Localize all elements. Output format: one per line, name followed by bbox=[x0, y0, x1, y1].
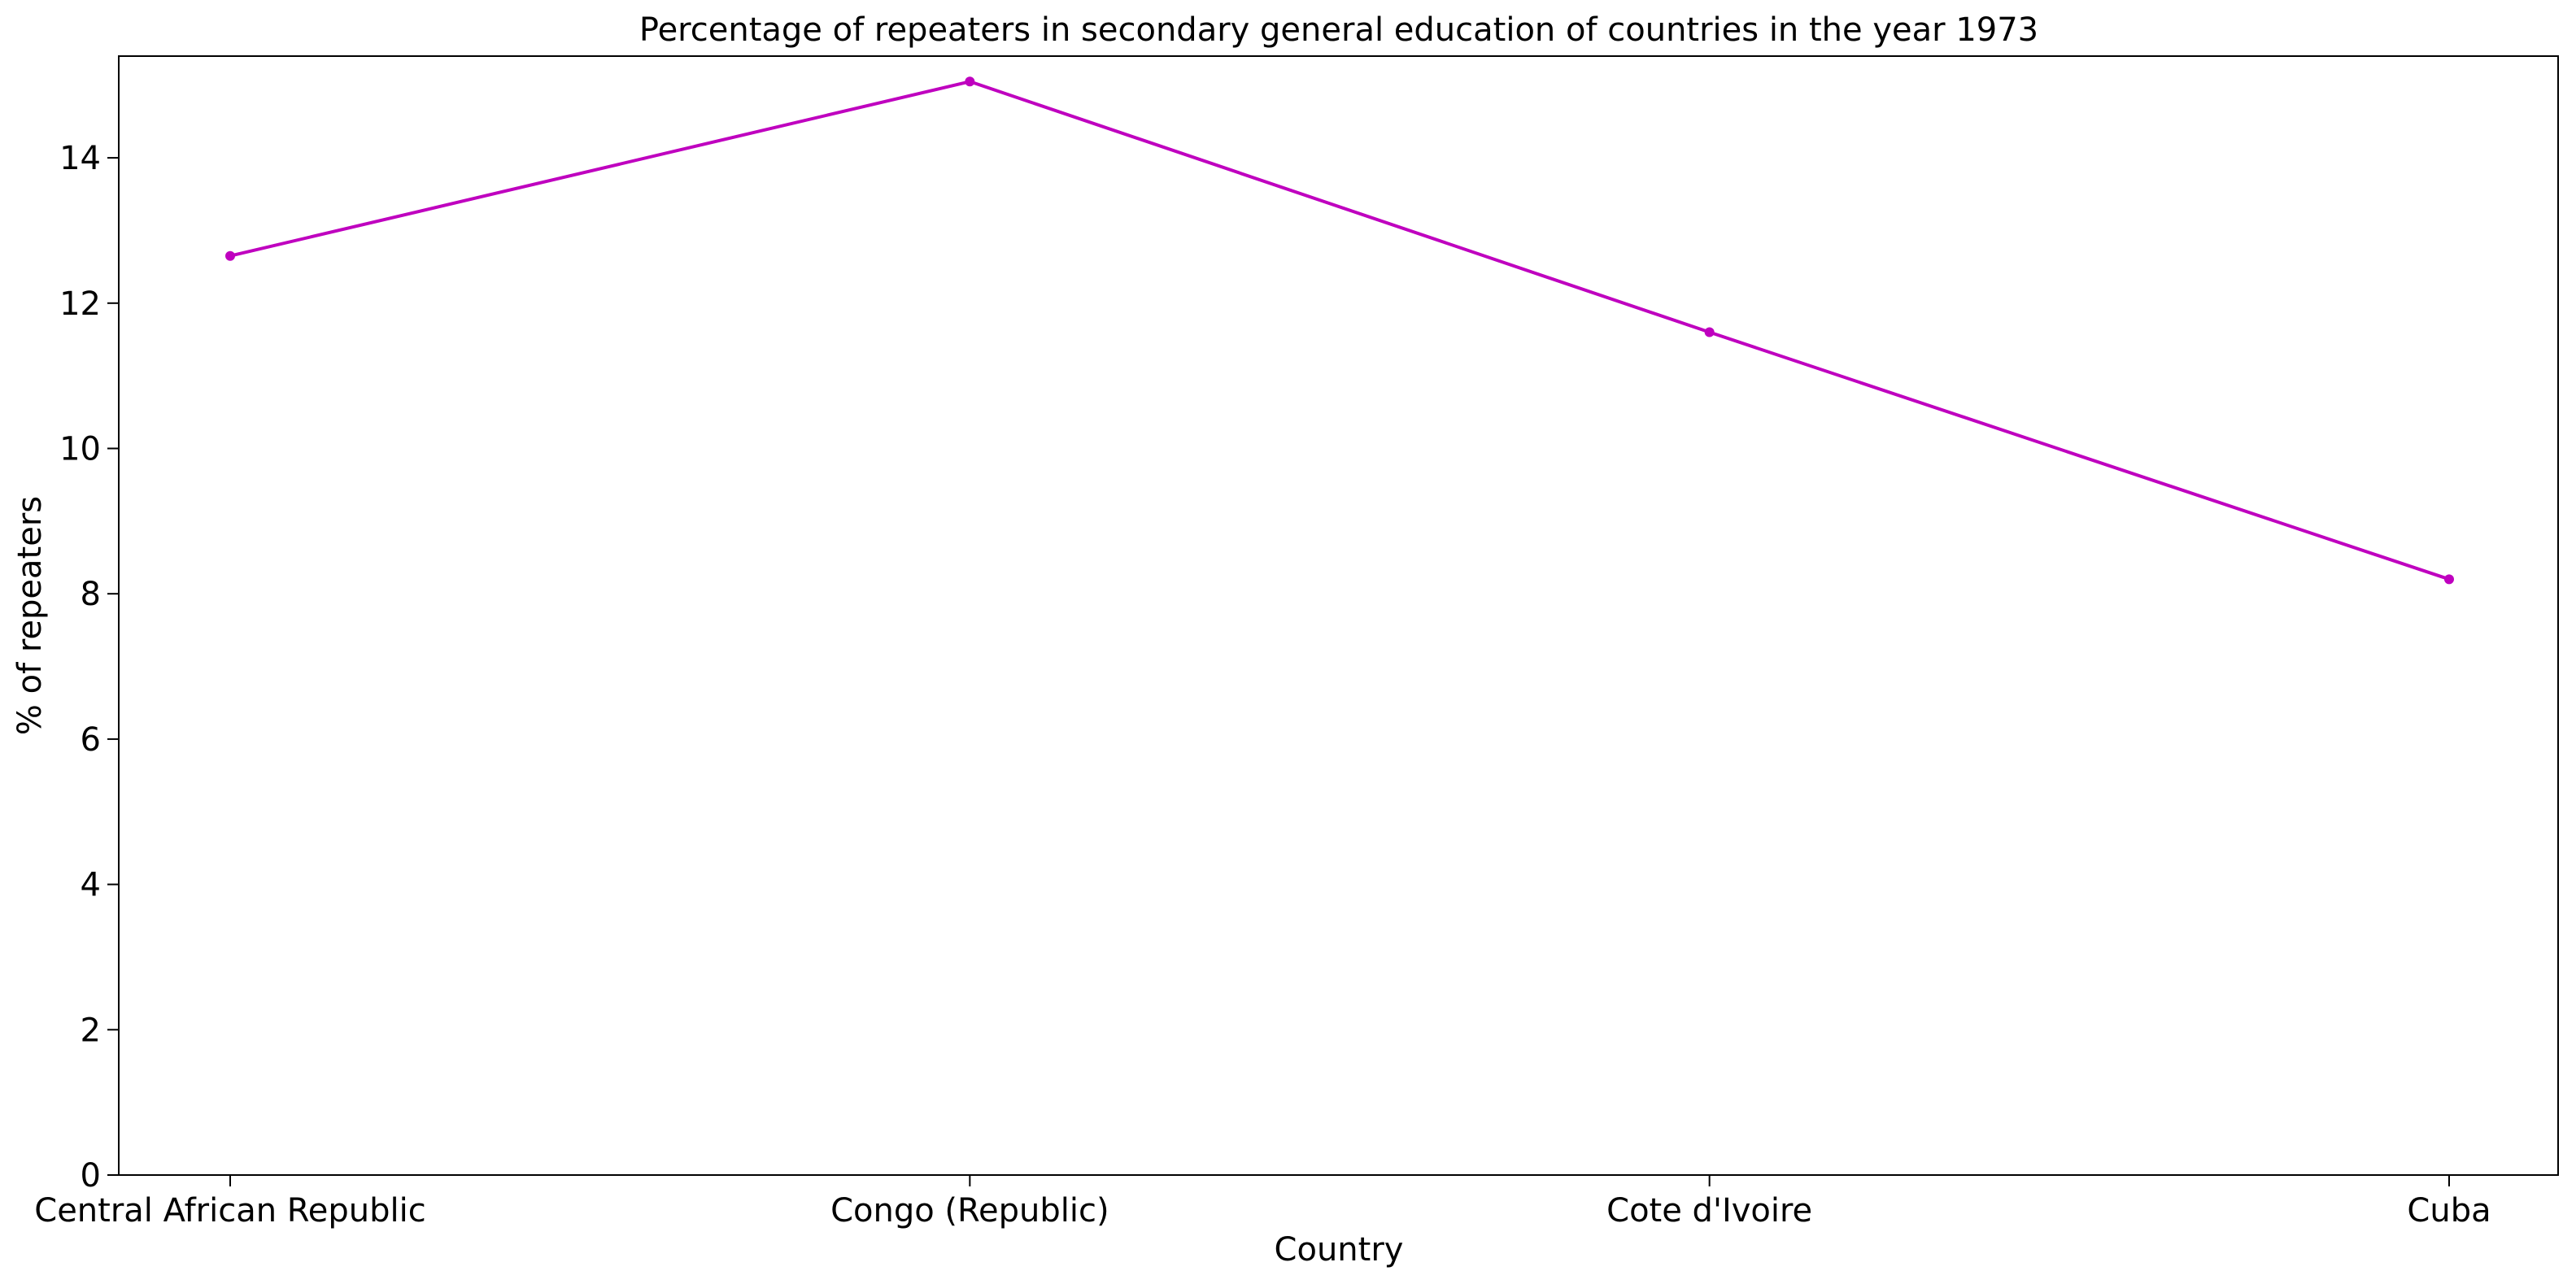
plot-frame bbox=[118, 55, 2559, 1176]
x-axis-ticks: Central African Republic Congo (Republic)… bbox=[34, 1175, 2491, 1230]
y-tick-label: 8 bbox=[81, 576, 101, 613]
series-layer bbox=[225, 76, 2454, 585]
y-tick-label: 6 bbox=[81, 721, 101, 759]
y-tick-label: 4 bbox=[81, 867, 101, 904]
y-tick-label: 10 bbox=[59, 430, 101, 468]
y-tick-label: 0 bbox=[81, 1157, 101, 1195]
x-tick-label: Cuba bbox=[2407, 1192, 2491, 1230]
y-tick-label: 14 bbox=[59, 140, 101, 177]
data-point bbox=[2444, 574, 2454, 585]
x-tick-label: Congo (Republic) bbox=[830, 1192, 1109, 1230]
series-line bbox=[229, 80, 2450, 581]
y-axis-title: % of repeaters bbox=[11, 496, 49, 735]
data-point bbox=[965, 76, 975, 87]
y-tick-label: 12 bbox=[59, 285, 101, 323]
x-tick-label: Cote d'Ivoire bbox=[1606, 1192, 1812, 1230]
x-tick-label: Central African Republic bbox=[34, 1192, 425, 1230]
y-axis-ticks: 0 2 4 6 8 10 12 14 bbox=[59, 140, 119, 1195]
data-point bbox=[1704, 327, 1715, 337]
data-point bbox=[225, 250, 235, 261]
y-tick-label: 2 bbox=[81, 1012, 101, 1049]
x-axis-title: Country bbox=[1275, 1231, 1404, 1269]
chart-title: Percentage of repeaters in secondary gen… bbox=[639, 11, 2038, 49]
